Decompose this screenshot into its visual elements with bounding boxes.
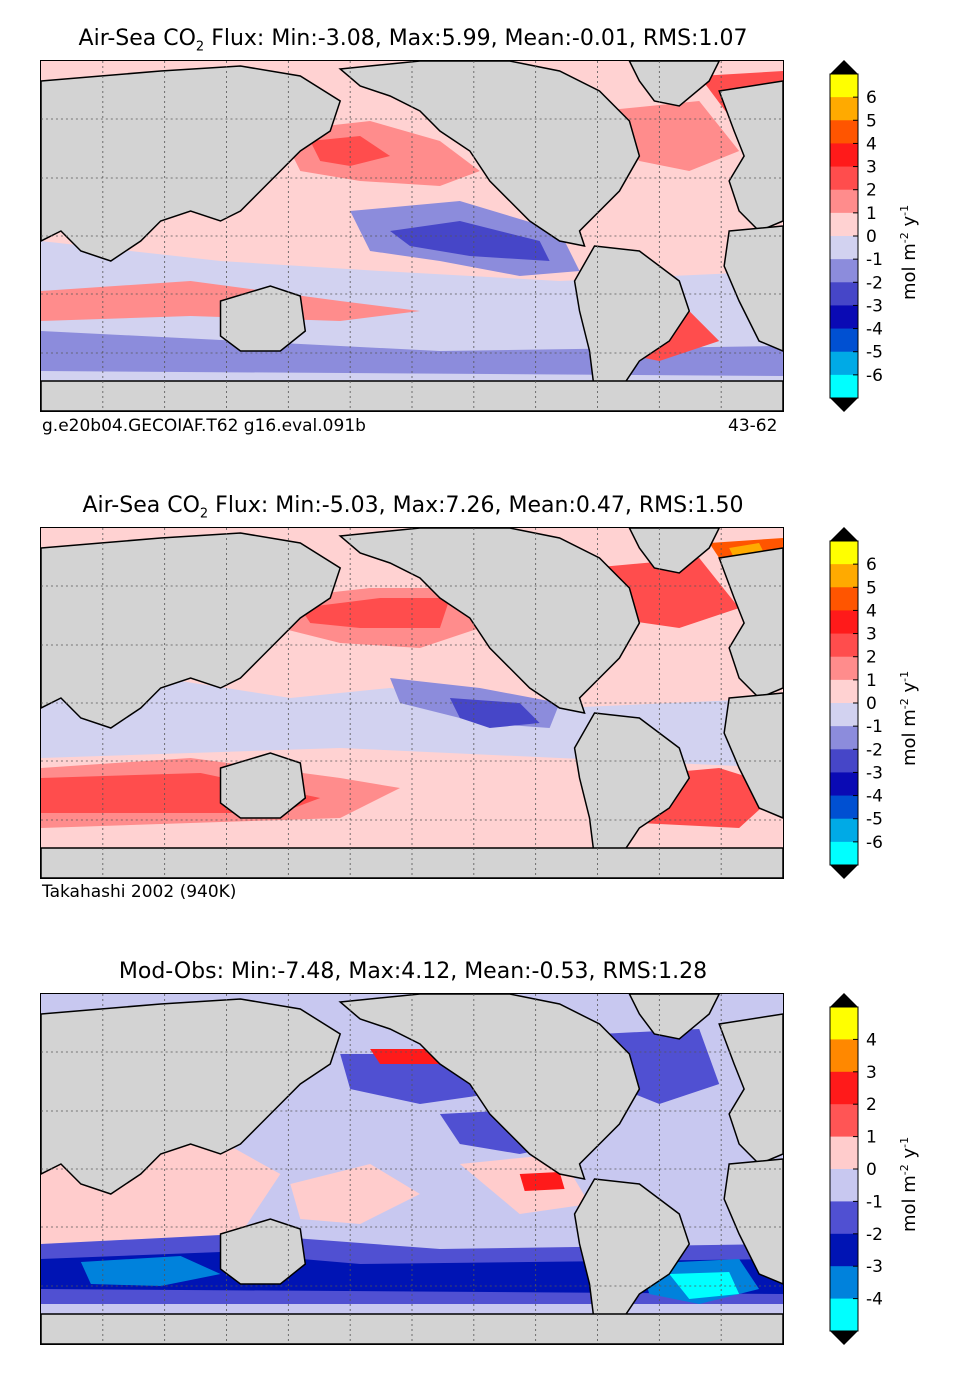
colorbar-tick-label: -1 <box>866 1192 883 1212</box>
panel-title: Mod-Obs: Min:-7.48, Max:4.12, Mean:-0.53… <box>118 959 708 984</box>
colorbar-tick-label: 1 <box>866 671 877 691</box>
colorbar-segment <box>830 97 858 121</box>
colorbar-tick-label: 4 <box>866 1030 877 1050</box>
colorbar-segment <box>830 841 858 866</box>
colorbar-tick-label: -1 <box>866 717 883 737</box>
colorbar-tick-label: 5 <box>866 578 877 598</box>
colorbar-segment <box>830 1104 858 1138</box>
colorbar-segment <box>830 236 858 260</box>
colorbar-tick-label: 4 <box>866 601 877 621</box>
colorbar-tick-label: -4 <box>866 1290 883 1310</box>
colorbar-segment <box>830 633 858 658</box>
colorbar-segment <box>830 610 858 635</box>
colorbar-extend-max <box>830 993 858 1007</box>
colorbar-segment <box>830 328 858 353</box>
colorbar-segment <box>830 1039 858 1073</box>
colorbar-segment <box>830 564 858 588</box>
colorbar-segment <box>830 703 858 727</box>
colorbar-tick-label: 4 <box>866 134 877 154</box>
colorbar-tick-label: 0 <box>866 227 877 247</box>
colorbar-tick-label: 2 <box>866 181 877 201</box>
colorbar-tick-label: 0 <box>866 1160 877 1180</box>
colorbar-svg: 4 3 2 1 0 -1 -2 -3 -4 <box>829 993 883 1345</box>
colorbar-segment <box>830 374 858 399</box>
colorbar-tick-label: -4 <box>866 787 883 807</box>
colorbar-segment <box>830 818 858 843</box>
colorbar-segment <box>830 541 858 565</box>
colorbar-segment <box>830 587 858 611</box>
unit-label: mol m-2 y-1 <box>898 670 920 766</box>
colorbar-tick-label: 1 <box>866 1128 877 1148</box>
colorbar-segment <box>830 305 858 330</box>
colorbar-segment <box>830 166 858 191</box>
colorbar-tick-label: 1 <box>866 204 877 224</box>
colorbar: 4 3 2 1 0 -1 -2 -3 -4 <box>829 993 883 1345</box>
colorbar: 6 5 4 3 2 1 0 -1 -2 -3 -4 -5 -6 <box>829 60 883 412</box>
colorbar-tick-label: -2 <box>866 740 883 760</box>
colorbar-svg: 6 5 4 3 2 1 0 -1 -2 -3 -4 -5 -6 <box>829 60 883 412</box>
colorbar-tick-label: -2 <box>866 1225 883 1245</box>
colorbar-segment <box>830 1071 858 1105</box>
colorbar-tick-label: 5 <box>866 111 877 131</box>
colorbar-tick-label: -6 <box>866 833 883 853</box>
colorbar-segment <box>830 1298 858 1332</box>
colorbar-segment <box>830 1136 858 1170</box>
unit-label: mol m-2 y-1 <box>898 204 920 300</box>
colorbar-segment <box>830 679 858 704</box>
colorbar-segment <box>830 772 858 797</box>
colorbar-extend-max <box>830 527 858 541</box>
colorbar-segment <box>830 656 858 681</box>
colorbar-extend-max <box>830 60 858 74</box>
colorbar-tick-label: -3 <box>866 296 883 316</box>
flux-map <box>40 993 784 1345</box>
colorbar-segment <box>830 259 858 283</box>
colorbar-extend-min <box>830 1331 858 1345</box>
colorbar-segment <box>830 282 858 306</box>
run-label: g.e20b04.GECOIAF.T62 g16.eval.091b <box>42 416 366 436</box>
panel-title: Air-Sea CO2 Flux: Min:-3.08, Max:5.99, M… <box>78 26 748 55</box>
unit-label: mol m-2 y-1 <box>898 1136 920 1232</box>
colorbar-tick-label: 3 <box>866 1063 877 1083</box>
colorbar-segment <box>830 1266 858 1300</box>
colorbar-svg: 6 5 4 3 2 1 0 -1 -2 -3 -4 -5 -6 <box>829 527 883 879</box>
colorbar-segment <box>830 120 858 144</box>
panel-title: Air-Sea CO2 Flux: Min:-5.03, Max:7.26, M… <box>82 493 744 522</box>
colorbar-tick-label: 2 <box>866 648 877 668</box>
colorbar-tick-label: 6 <box>866 88 877 108</box>
colorbar-tick-label: 0 <box>866 694 877 714</box>
flux-map <box>40 60 784 412</box>
colorbar-segment <box>830 795 858 820</box>
colorbar-tick-label: 3 <box>866 625 877 645</box>
colorbar-segment <box>830 189 858 214</box>
colorbar-tick-label: -3 <box>866 763 883 783</box>
colorbar-tick-label: 2 <box>866 1095 877 1115</box>
colorbar-segment <box>830 726 858 750</box>
colorbar-segment <box>830 749 858 773</box>
colorbar-extend-min <box>830 398 858 412</box>
colorbar-tick-label: 6 <box>866 555 877 575</box>
years-label: 43-62 <box>728 416 778 436</box>
colorbar: 6 5 4 3 2 1 0 -1 -2 -3 -4 -5 -6 <box>829 527 883 879</box>
colorbar-tick-label: 3 <box>866 158 877 178</box>
colorbar-segment <box>830 212 858 237</box>
colorbar-tick-label: -2 <box>866 273 883 293</box>
colorbar-tick-label: -4 <box>866 320 883 340</box>
colorbar-segment <box>830 74 858 98</box>
source-label: Takahashi 2002 (940K) <box>42 882 237 902</box>
colorbar-tick-label: -5 <box>866 810 883 830</box>
colorbar-tick-label: -1 <box>866 250 883 270</box>
colorbar-tick-label: -6 <box>866 366 883 386</box>
flux-map <box>40 527 784 879</box>
colorbar-segment <box>830 1169 858 1202</box>
colorbar-tick-label: -3 <box>866 1257 883 1277</box>
colorbar-segment <box>830 1007 858 1040</box>
colorbar-segment <box>830 1201 858 1235</box>
colorbar-segment <box>830 143 858 168</box>
colorbar-extend-min <box>830 865 858 879</box>
colorbar-segment <box>830 351 858 376</box>
colorbar-segment <box>830 1233 858 1267</box>
colorbar-tick-label: -5 <box>866 343 883 363</box>
